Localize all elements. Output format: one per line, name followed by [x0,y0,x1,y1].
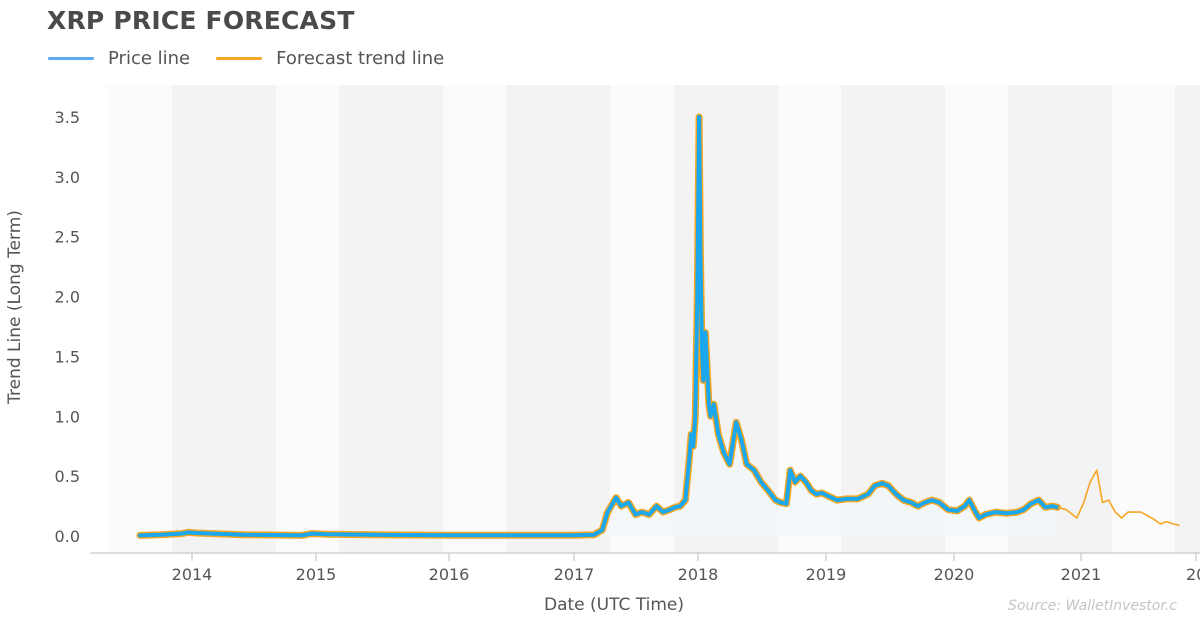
price-line-swatch [48,56,94,60]
series-layer [136,113,1180,539]
x-tick-label: 2019 [806,565,847,584]
x-tick-label: 2018 [678,565,719,584]
x-tick-label: 2015 [296,565,337,584]
chart-title: XRP PRICE FORECAST [47,6,355,35]
y-axis-title: Trend Line (Long Term) [5,210,25,405]
x-axis-title: Date (UTC Time) [544,595,684,615]
x-tick-label: 2020 [934,565,975,584]
year-band [841,85,945,553]
x-tick-label: 2017 [554,565,595,584]
forecast-line [1057,469,1180,526]
legend-label-price: Price line [108,47,191,69]
x-tick-label: 2021 [1061,565,1102,584]
tick-labels: 0.0 0.5 1.0 1.5 2.0 2.5 3.0 3.5 2014 2015 2016 2017… [55,108,1200,584]
y-tick-label: 2.0 [55,288,80,307]
year-band [339,85,443,553]
year-bands [108,85,1200,553]
x-tick-label: 20 [1186,565,1200,584]
x-tick-label: 2014 [172,565,213,584]
forecast-line-swatch [216,56,263,60]
x-tick-label: 2016 [429,565,470,584]
axes [90,552,1200,561]
y-tick-label: 3.5 [55,108,80,127]
legend-label-forecast: Forecast trend line [276,47,445,69]
year-band [1008,85,1112,553]
source-note: Source: WalletInvestor.c [1008,598,1177,614]
y-tick-label: 3.0 [55,168,80,187]
y-tick-label: 0.5 [55,467,80,486]
price-line [138,115,1060,538]
y-tick-label: 2.5 [55,228,80,247]
legend-item-price[interactable]: Price line [48,48,190,69]
year-band [172,85,276,553]
legend: Price line Forecast trend line [48,46,444,70]
legend-item-forecast[interactable]: Forecast trend line [216,48,444,69]
year-band [1175,85,1200,553]
y-tick-label: 1.0 [55,407,80,426]
y-tick-label: 1.5 [55,347,80,366]
y-tick-label: 0.0 [55,527,80,546]
year-band [506,85,610,553]
